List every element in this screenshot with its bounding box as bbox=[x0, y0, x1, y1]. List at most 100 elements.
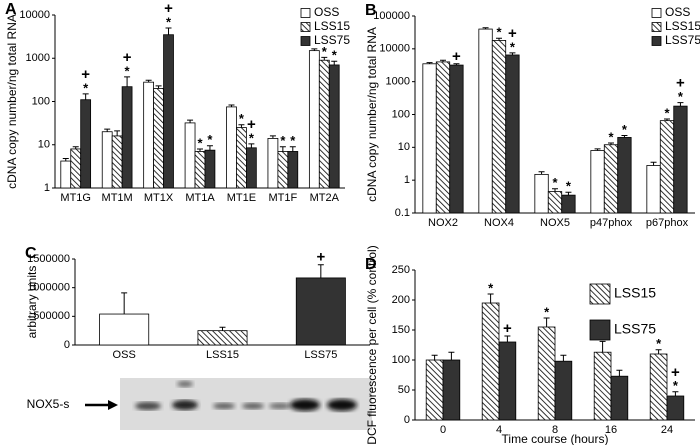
bar bbox=[561, 194, 576, 214]
bar bbox=[277, 151, 289, 189]
bar bbox=[422, 63, 437, 214]
bar bbox=[649, 353, 668, 421]
bar bbox=[99, 313, 150, 346]
blot-arrowhead bbox=[108, 400, 118, 410]
bar bbox=[449, 64, 464, 214]
error-bar bbox=[228, 104, 235, 107]
y-tick-label: 10000 bbox=[379, 43, 410, 55]
legend-swatch bbox=[589, 283, 611, 305]
western-blot bbox=[85, 378, 372, 430]
error-bar bbox=[331, 60, 338, 65]
bar bbox=[547, 191, 563, 214]
y-tick-label: 10000 bbox=[19, 9, 50, 21]
x-tick-label: MT1A bbox=[185, 192, 215, 204]
error-bar bbox=[279, 146, 286, 152]
legend-label: LSS75 bbox=[614, 321, 656, 337]
y-tick-label: 10 bbox=[398, 141, 410, 153]
legend-swatch bbox=[651, 8, 662, 18]
legend-swatch bbox=[589, 319, 611, 341]
error-bar bbox=[448, 351, 455, 360]
y-tick-label: 500000 bbox=[33, 310, 70, 322]
x-tick-label: MT1E bbox=[227, 192, 256, 204]
bar bbox=[204, 149, 216, 189]
error-bar bbox=[616, 369, 623, 377]
error-bar bbox=[543, 317, 550, 327]
error-bar bbox=[565, 191, 572, 196]
bar bbox=[659, 120, 675, 214]
y-axis-label: cDNA copy number/ng total RNA bbox=[365, 27, 379, 202]
blot-band bbox=[290, 399, 320, 411]
panel-label: C bbox=[25, 245, 37, 262]
bar bbox=[236, 127, 247, 189]
bar bbox=[245, 147, 257, 189]
x-tick-label: 24 bbox=[661, 424, 673, 436]
error-bar bbox=[82, 93, 89, 100]
error-bar bbox=[197, 148, 203, 152]
error-bar bbox=[538, 171, 545, 175]
y-tick-label: 1 bbox=[404, 174, 410, 186]
error-bar bbox=[482, 27, 489, 30]
x-tick-label: p47phox bbox=[590, 217, 633, 229]
error-bar bbox=[594, 148, 601, 151]
error-bar bbox=[62, 158, 69, 162]
legend-swatch bbox=[300, 8, 311, 18]
bar bbox=[478, 28, 493, 214]
bar bbox=[603, 144, 619, 214]
error-bar bbox=[121, 292, 128, 315]
bar bbox=[121, 86, 133, 189]
bar bbox=[646, 165, 661, 214]
y-tick-label: 0 bbox=[64, 339, 70, 351]
error-bar bbox=[599, 340, 606, 353]
error-bar bbox=[311, 48, 318, 51]
bar bbox=[617, 137, 632, 214]
y-tick-label: 1000 bbox=[26, 52, 50, 64]
bar bbox=[101, 131, 113, 189]
bar bbox=[498, 341, 517, 421]
bar bbox=[143, 81, 155, 189]
x-tick-label: MT1M bbox=[102, 192, 133, 204]
error-bar bbox=[206, 145, 213, 151]
legend-swatch bbox=[300, 36, 311, 46]
blot-band bbox=[242, 403, 264, 409]
bar bbox=[666, 395, 685, 421]
significance-mark: * bbox=[290, 133, 296, 148]
significance-mark: * bbox=[197, 135, 203, 150]
legend-swatch bbox=[300, 22, 311, 32]
error-bar bbox=[124, 76, 131, 87]
significance-mark: + bbox=[123, 49, 132, 66]
bar bbox=[318, 59, 330, 189]
y-tick-label: 150 bbox=[392, 324, 410, 336]
panel-label: B bbox=[365, 2, 377, 19]
bar bbox=[267, 138, 279, 189]
legend-swatch bbox=[651, 22, 662, 32]
bar bbox=[197, 330, 248, 346]
error-bar bbox=[509, 52, 516, 55]
y-tick-label: 100 bbox=[32, 95, 50, 107]
y-tick-label: 1 bbox=[44, 182, 50, 194]
x-tick-label: LSS75 bbox=[304, 349, 337, 361]
error-bar bbox=[496, 37, 502, 41]
x-tick-label: NOX5 bbox=[540, 217, 570, 229]
significance-mark: * bbox=[566, 179, 572, 194]
error-bar bbox=[650, 161, 657, 166]
legend-label: LSS15 bbox=[614, 285, 656, 301]
error-bar bbox=[504, 335, 511, 342]
bar bbox=[590, 150, 605, 214]
y-tick-label: 100000 bbox=[373, 10, 410, 22]
y-tick-label: 200 bbox=[392, 294, 410, 306]
blot-band bbox=[172, 400, 198, 410]
significance-mark: * bbox=[544, 304, 550, 319]
error-bar bbox=[677, 102, 684, 107]
error-bar bbox=[187, 119, 194, 123]
bar bbox=[226, 106, 237, 189]
significance-mark: + bbox=[164, 0, 173, 17]
significance-mark: * bbox=[488, 280, 494, 295]
significance-mark: * bbox=[673, 378, 679, 393]
panel-label: A bbox=[5, 1, 17, 18]
bar bbox=[80, 99, 92, 189]
bar bbox=[491, 40, 507, 214]
error-bar bbox=[321, 56, 328, 61]
error-bar bbox=[608, 142, 614, 145]
legend-label: LSS15 bbox=[314, 19, 350, 33]
legend-label: LSS75 bbox=[314, 33, 350, 47]
